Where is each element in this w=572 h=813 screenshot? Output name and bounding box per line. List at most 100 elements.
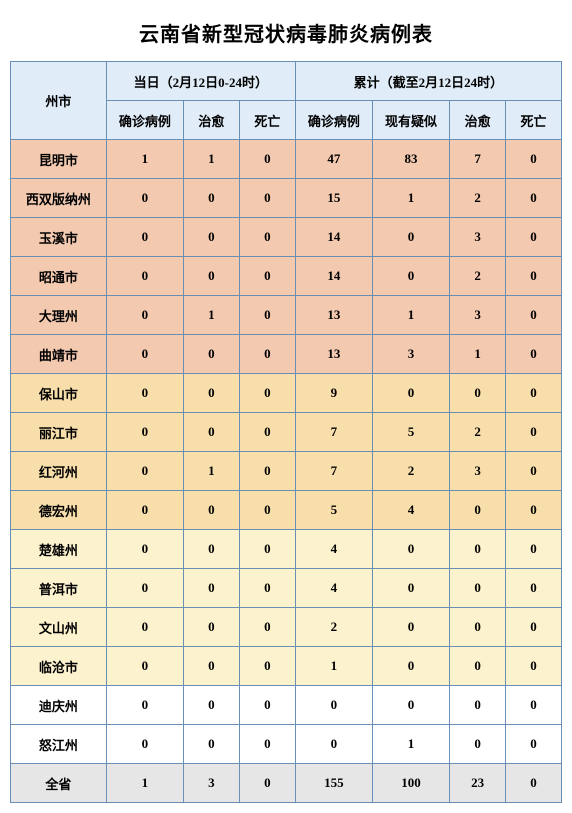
cell-city: 大理州: [11, 296, 107, 335]
cell-dc: 0: [106, 374, 183, 413]
cell-dd: 0: [239, 764, 295, 803]
cell-cc: 1: [295, 647, 372, 686]
cell-ch: 1: [450, 335, 506, 374]
cell-cs: 0: [372, 608, 449, 647]
cell-city: 红河州: [11, 452, 107, 491]
table-row: 迪庆州0000000: [11, 686, 562, 725]
cell-cd: 0: [506, 491, 562, 530]
cell-cc: 7: [295, 452, 372, 491]
cell-cc: 13: [295, 335, 372, 374]
cell-cd: 0: [506, 335, 562, 374]
cell-dc: 0: [106, 218, 183, 257]
cell-ch: 2: [450, 179, 506, 218]
table-row: 全省130155100230: [11, 764, 562, 803]
cell-ch: 7: [450, 140, 506, 179]
cell-cs: 0: [372, 374, 449, 413]
table-row: 红河州0107230: [11, 452, 562, 491]
cell-cs: 0: [372, 686, 449, 725]
col-header-cum-death: 死亡: [506, 101, 562, 140]
cell-dd: 0: [239, 647, 295, 686]
cell-ch: 0: [450, 686, 506, 725]
cell-dd: 0: [239, 179, 295, 218]
cell-cd: 0: [506, 413, 562, 452]
cell-city: 文山州: [11, 608, 107, 647]
cell-ch: 3: [450, 218, 506, 257]
cell-cs: 0: [372, 218, 449, 257]
cell-dc: 0: [106, 725, 183, 764]
cell-dd: 0: [239, 569, 295, 608]
cell-cc: 0: [295, 725, 372, 764]
cell-dc: 0: [106, 569, 183, 608]
cell-city: 丽江市: [11, 413, 107, 452]
cell-dh: 0: [183, 686, 239, 725]
cell-dh: 0: [183, 218, 239, 257]
cell-ch: 0: [450, 569, 506, 608]
cell-ch: 0: [450, 608, 506, 647]
col-header-day-group: 当日（2月12日0-24时）: [106, 62, 295, 101]
cell-dd: 0: [239, 686, 295, 725]
cell-dc: 0: [106, 452, 183, 491]
cell-city: 保山市: [11, 374, 107, 413]
cell-dc: 0: [106, 296, 183, 335]
cases-table: 州市 当日（2月12日0-24时） 累计（截至2月12日24时） 确诊病例 治愈…: [10, 61, 562, 803]
cell-cd: 0: [506, 530, 562, 569]
cell-ch: 0: [450, 530, 506, 569]
table-row: 玉溪市00014030: [11, 218, 562, 257]
cell-cs: 1: [372, 296, 449, 335]
table-row: 德宏州0005400: [11, 491, 562, 530]
cell-dd: 0: [239, 491, 295, 530]
cell-dc: 0: [106, 647, 183, 686]
cell-ch: 3: [450, 452, 506, 491]
cell-cc: 15: [295, 179, 372, 218]
cell-dd: 0: [239, 257, 295, 296]
cell-ch: 0: [450, 725, 506, 764]
table-row: 昆明市110478370: [11, 140, 562, 179]
col-header-cum-confirmed: 确诊病例: [295, 101, 372, 140]
cell-city: 临沧市: [11, 647, 107, 686]
cell-dh: 0: [183, 647, 239, 686]
cell-ch: 23: [450, 764, 506, 803]
col-header-day-confirmed: 确诊病例: [106, 101, 183, 140]
table-row: 保山市0009000: [11, 374, 562, 413]
table-row: 大理州01013130: [11, 296, 562, 335]
cell-cc: 13: [295, 296, 372, 335]
cell-cd: 0: [506, 257, 562, 296]
cell-cd: 0: [506, 452, 562, 491]
cell-cc: 9: [295, 374, 372, 413]
cell-cs: 0: [372, 257, 449, 296]
cell-dh: 0: [183, 725, 239, 764]
cell-cs: 0: [372, 530, 449, 569]
cell-cs: 1: [372, 179, 449, 218]
cell-cd: 0: [506, 608, 562, 647]
cell-cs: 4: [372, 491, 449, 530]
cell-dd: 0: [239, 296, 295, 335]
cell-city: 迪庆州: [11, 686, 107, 725]
cell-dc: 1: [106, 140, 183, 179]
col-header-cum-cured: 治愈: [450, 101, 506, 140]
table-row: 楚雄州0004000: [11, 530, 562, 569]
cell-dh: 0: [183, 374, 239, 413]
cell-dd: 0: [239, 218, 295, 257]
cell-cc: 4: [295, 530, 372, 569]
cell-cs: 83: [372, 140, 449, 179]
cell-ch: 2: [450, 257, 506, 296]
cell-dd: 0: [239, 413, 295, 452]
cell-dh: 0: [183, 335, 239, 374]
table-row: 普洱市0004000: [11, 569, 562, 608]
cell-city: 德宏州: [11, 491, 107, 530]
cell-cd: 0: [506, 140, 562, 179]
col-header-cum-suspect: 现有疑似: [372, 101, 449, 140]
cell-cc: 155: [295, 764, 372, 803]
cell-cc: 47: [295, 140, 372, 179]
cell-dh: 3: [183, 764, 239, 803]
cell-dh: 0: [183, 179, 239, 218]
cell-dd: 0: [239, 140, 295, 179]
cell-city: 怒江州: [11, 725, 107, 764]
cell-dc: 0: [106, 179, 183, 218]
cell-cs: 0: [372, 647, 449, 686]
cell-dh: 0: [183, 491, 239, 530]
cell-cs: 3: [372, 335, 449, 374]
cell-city: 全省: [11, 764, 107, 803]
col-header-cum-group: 累计（截至2月12日24时）: [295, 62, 561, 101]
cell-cc: 2: [295, 608, 372, 647]
